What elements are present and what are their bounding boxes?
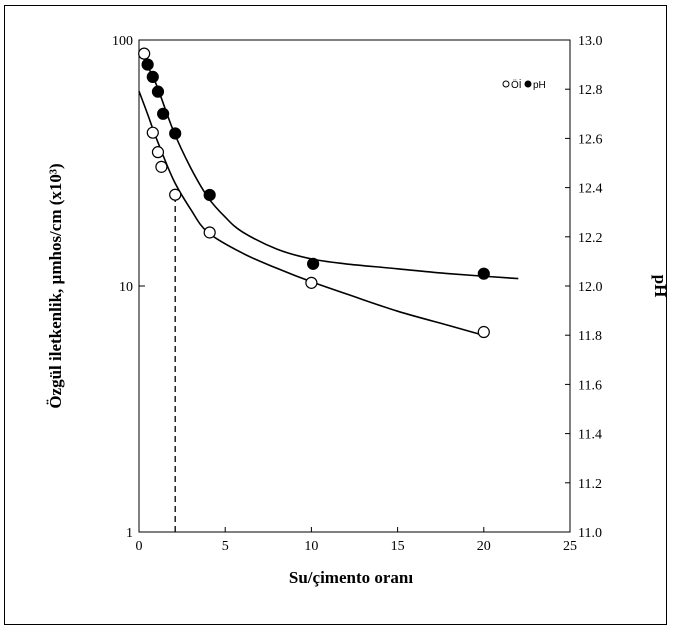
- oi-point: [151, 146, 165, 159]
- legend: Öİ pH: [502, 78, 546, 91]
- data-points: [138, 47, 490, 339]
- oi-point: [155, 160, 168, 173]
- y-right-tick-label: 11.2: [578, 477, 602, 492]
- fit-curve-ph: [143, 59, 519, 280]
- y-right-tick-label: 12.8: [578, 83, 603, 98]
- y-right-tick-label: 12.2: [578, 231, 603, 246]
- x-tick-label: 0: [136, 539, 143, 554]
- y-right-tick-label: 12.6: [578, 132, 603, 147]
- legend-marker-oi: [502, 80, 510, 88]
- x-tick-label: 10: [304, 539, 318, 554]
- oi-point: [169, 188, 182, 201]
- ph-point: [141, 58, 154, 71]
- y-right-tick-label: 12.0: [578, 280, 603, 295]
- fit-curve-oi: [138, 90, 485, 337]
- ph-point: [307, 257, 320, 270]
- plot-border: [138, 39, 571, 533]
- y-right-axis-title: pH: [651, 275, 670, 298]
- y-left-axis-title: Özgül iletkenlik, µmhos/cm (x10³): [46, 163, 65, 408]
- y-right-tick-label: 11.4: [578, 428, 602, 443]
- ph-point: [151, 85, 165, 98]
- y-right-tick-label: 11.6: [578, 378, 602, 393]
- oi-point: [305, 276, 318, 289]
- oi-point: [138, 47, 151, 60]
- x-tick-label: 20: [477, 539, 491, 554]
- oi-point: [146, 126, 159, 139]
- fit-curves: [138, 59, 519, 337]
- y-left-tick-label: 100: [112, 34, 133, 49]
- ph-point: [169, 127, 182, 140]
- x-tick-label: 5: [222, 539, 229, 554]
- y-left-tick-label: 1: [126, 526, 133, 541]
- legend-label-ph: pH: [533, 80, 546, 91]
- legend-marker-ph: [524, 80, 532, 88]
- oi-point: [477, 325, 490, 339]
- y-right-tick-label: 11.8: [578, 329, 602, 344]
- figure-frame: [4, 5, 667, 625]
- x-tick-label: 25: [563, 539, 577, 554]
- y-right-tick-label: 11.0: [578, 526, 602, 541]
- ph-point: [157, 107, 170, 120]
- plot-area: [138, 39, 571, 533]
- x-tick-label: 15: [391, 539, 405, 554]
- y-right-tick-label: 12.4: [578, 182, 603, 197]
- y-left-tick-label: 10: [119, 280, 133, 295]
- ph-point: [203, 188, 216, 202]
- ph-point: [477, 267, 490, 280]
- y-right-tick-label: 13.0: [578, 34, 603, 49]
- ph-point: [146, 70, 159, 84]
- x-axis-title: Su/çimento oranı: [289, 568, 413, 587]
- axis-ticks: 0 5 10 15 20 25 1 10 100 11.0 11.2 11.4 11.6 11.8 12.0…: [112, 34, 603, 554]
- legend-label-oi: Öİ: [511, 78, 522, 91]
- oi-point: [203, 226, 216, 239]
